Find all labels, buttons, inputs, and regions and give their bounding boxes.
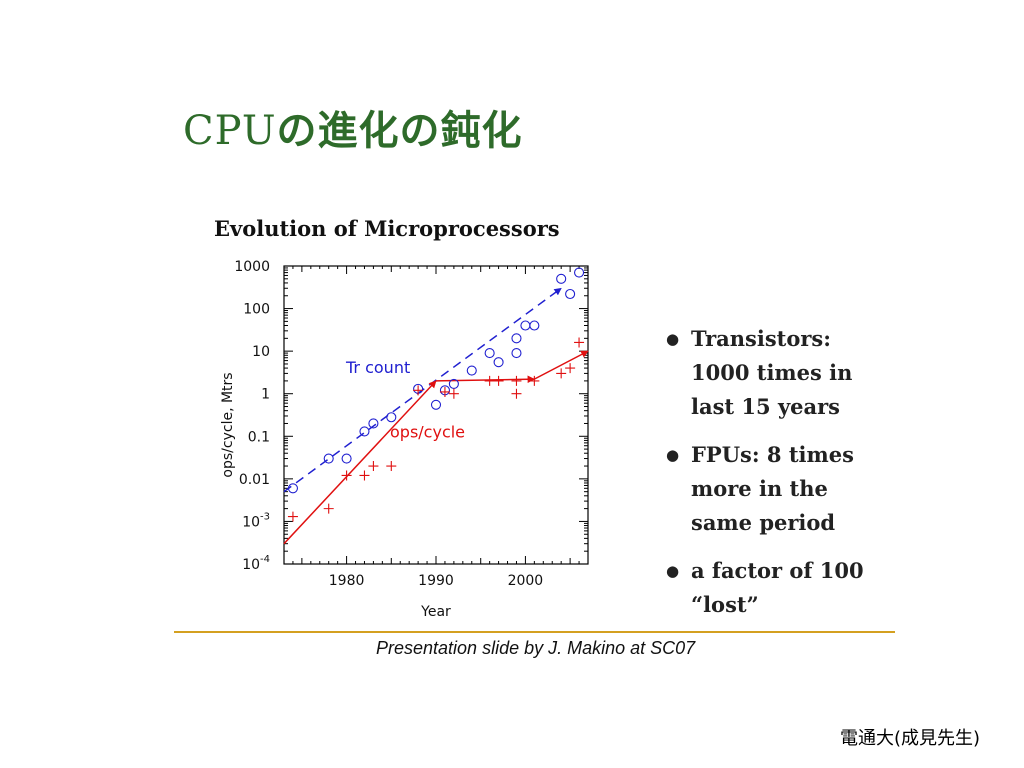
ops-cycle-series-label: ops/cycle (390, 422, 465, 441)
tr-count-point (466, 365, 477, 376)
ops-cycle-point (323, 503, 334, 514)
ops-cycle-point (448, 388, 459, 399)
ops-cycle-point (529, 375, 540, 386)
tr-count-point (448, 378, 459, 389)
ops-cycle-point (439, 386, 450, 397)
x-tick-label: 2000 (508, 573, 544, 589)
bullet-list: Transistors: 1000 times in last 15 years… (666, 322, 896, 636)
ops-cycle-point (556, 368, 567, 379)
ops-cycle-point (386, 461, 397, 472)
divider-rule (174, 631, 895, 633)
y-tick-label: 1 (261, 387, 270, 403)
y-tick-label: 1000 (234, 259, 270, 275)
credit-text: Presentation slide by J. Makino at SC07 (376, 638, 696, 658)
tr-count-point (529, 320, 540, 331)
ops-cycle-point (484, 375, 495, 386)
x-tick-label: 1980 (329, 573, 365, 589)
plot-frame (283, 265, 589, 565)
tr-count-point (484, 348, 495, 359)
slide-title-japanese: の進化の鈍化 (276, 107, 523, 154)
tr-count-point (287, 483, 298, 494)
ops-cycle-point (511, 388, 522, 399)
tr-count-series-label: Tr count (345, 358, 410, 377)
slide-title: CPUの進化の鈍化 (183, 98, 523, 156)
ops-cycle-point (574, 337, 585, 348)
footer-text: 電通大(成見先生) (839, 728, 980, 749)
ops-cycle-point (341, 470, 352, 481)
ops-cycle-point (493, 375, 504, 386)
tr-count-point (556, 273, 567, 284)
tr-count-point (323, 453, 334, 464)
ops-cycle-point (368, 461, 379, 472)
tr-count-point (574, 267, 585, 278)
y-tick-label: 10-4 (242, 554, 270, 573)
ops-cycle-trend-segment (435, 375, 536, 384)
tr-count-point (341, 453, 352, 464)
y-tick-label: 0.01 (239, 472, 270, 488)
tr-count-point (368, 418, 379, 429)
ops-cycle-point (413, 385, 424, 396)
x-tick-label: 1990 (418, 573, 454, 589)
y-axis-label: ops/cycle, Mtrs (220, 372, 236, 477)
ops-cycle-trend-segment (283, 380, 437, 545)
slide-title-latin: CPU (183, 108, 277, 154)
ops-cycle-point (287, 511, 298, 522)
tr-count-point (386, 412, 397, 423)
tr-count-point (520, 320, 531, 331)
ops-cycle-trend-segment (534, 350, 589, 380)
tr-count-point (511, 333, 522, 344)
bullet-fpus: FPUs: 8 times more in the same period (666, 438, 896, 540)
bullet-factor-lost: a factor of 100 “lost” (666, 554, 896, 622)
y-tick-label: 10-3 (242, 511, 270, 530)
tr-count-point (565, 288, 576, 300)
tr-count-point (493, 357, 504, 368)
tr-count-point (359, 426, 370, 437)
y-tick-label: 100 (243, 302, 270, 318)
ops-cycle-point (565, 363, 576, 374)
y-tick-label: 0.1 (248, 429, 270, 445)
tr-count-point (511, 348, 522, 359)
ops-cycle-point (359, 470, 370, 481)
chart: 1980 1990 2000 10-4 10-3 0.01 0.1 1 10 100 1000 Yea… (220, 259, 589, 620)
y-tick-label: 10 (252, 344, 270, 360)
tr-count-point (430, 399, 442, 410)
chart-title: Evolution of Microprocessors (214, 216, 560, 241)
ops-cycle-point (511, 375, 522, 386)
x-axis-label: Year (420, 604, 451, 620)
bullet-transistors: Transistors: 1000 times in last 15 years (666, 322, 896, 424)
